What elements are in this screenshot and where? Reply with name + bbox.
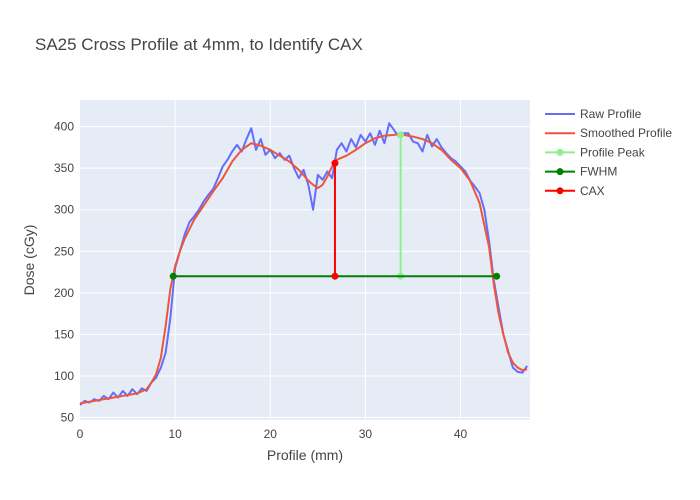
legend-label: CAX <box>580 184 605 198</box>
series-smoothed-profile <box>79 133 528 405</box>
series-profile-peak <box>397 131 405 280</box>
legend-label: Smoothed Profile <box>580 126 672 140</box>
legend-label: Profile Peak <box>580 145 646 159</box>
x-tick-label: 0 <box>77 427 84 441</box>
y-tick-label: 250 <box>54 244 74 258</box>
legend-item[interactable]: CAX <box>545 184 605 198</box>
x-tick-label: 30 <box>359 427 373 441</box>
x-tick-label: 40 <box>454 427 468 441</box>
legend-label: Raw Profile <box>580 107 642 121</box>
series-cax <box>331 159 339 280</box>
series-raw-profile <box>79 122 528 406</box>
legend-item[interactable]: Profile Peak <box>545 145 646 159</box>
x-tick-label: 20 <box>264 427 278 441</box>
y-tick-label: 200 <box>54 286 74 300</box>
y-tick-label: 350 <box>54 161 74 175</box>
x-axis-title: Profile (mm) <box>267 447 343 463</box>
tick-labels: 0 10 20 30 40 50 100 150 200 250 300 350 400 <box>54 120 468 441</box>
plot-area <box>80 100 530 420</box>
legend-item[interactable]: Raw Profile <box>545 107 642 121</box>
smoothed-profile-line <box>79 133 528 405</box>
y-tick-label: 150 <box>54 327 74 341</box>
x-tick-label: 10 <box>168 427 182 441</box>
profile-peak-marker <box>397 131 405 139</box>
legend: Raw Profile Smoothed Profile Profile Peak F… <box>545 107 672 198</box>
cax-marker <box>331 159 339 167</box>
y-tick-label: 400 <box>54 120 74 134</box>
legend-label: FWHM <box>580 165 617 179</box>
y-tick-label: 100 <box>54 369 74 383</box>
raw-profile-line <box>79 122 528 406</box>
legend-item[interactable]: Smoothed Profile <box>545 126 672 140</box>
legend-marker <box>556 148 564 156</box>
legend-marker <box>556 187 564 195</box>
y-tick-label: 50 <box>61 411 75 425</box>
y-tick-label: 300 <box>54 203 74 217</box>
y-axis-title: Dose (cGy) <box>21 225 37 296</box>
series-layer <box>79 122 528 406</box>
chart-title: SA25 Cross Profile at 4mm, to Identify C… <box>35 35 363 54</box>
fwhm-marker <box>493 272 501 280</box>
cax-marker <box>331 272 339 280</box>
legend-item[interactable]: FWHM <box>545 165 617 179</box>
legend-marker <box>556 168 564 176</box>
fwhm-marker <box>169 272 177 280</box>
